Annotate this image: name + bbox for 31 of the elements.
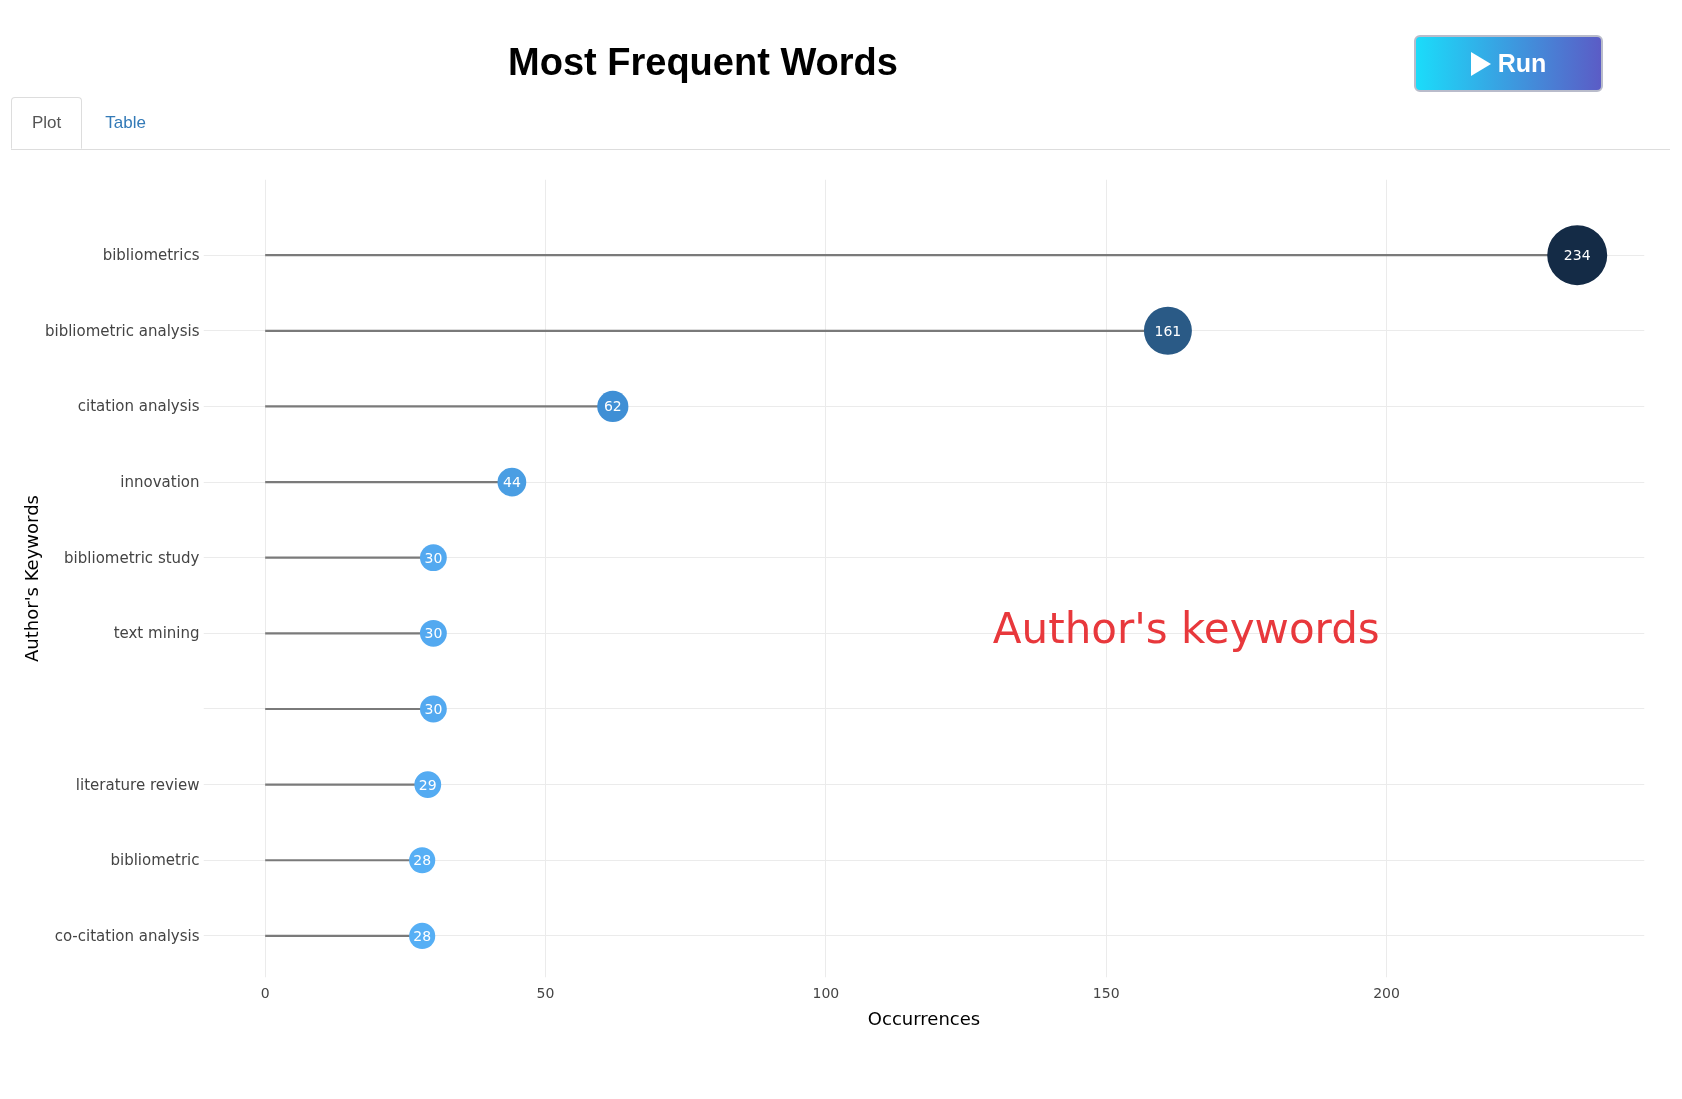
x-tick-label: 150 <box>1092 984 1120 1001</box>
x-axis-title: Occurrences <box>867 1007 981 1029</box>
data-label: 29 <box>418 776 437 793</box>
y-tick-label: bibliometric study <box>64 548 200 567</box>
y-tick-label: bibliometric analysis <box>44 321 200 340</box>
y-tick-label: literature review <box>75 775 200 794</box>
data-label: 161 <box>1154 322 1182 339</box>
x-tick-label: 200 <box>1373 984 1400 1001</box>
button: Run <box>1414 35 1603 92</box>
x-tick-label: 100 <box>812 984 840 1001</box>
y-tick-label: text mining <box>113 624 200 643</box>
data-label: 28 <box>413 927 432 944</box>
y-axis-title: Author's Keywords <box>20 495 42 662</box>
data-label: 30 <box>424 700 443 717</box>
annotation: Author's keywords <box>992 604 1380 654</box>
tab-selected: Plot <box>11 97 83 149</box>
y-tick-label: citation analysis <box>77 397 200 416</box>
x-tick-label: 50 <box>536 984 555 1001</box>
y-tick-label: bibliometric <box>110 851 200 870</box>
y-tick-label: innovation <box>120 473 200 492</box>
data-label: 44 <box>502 474 521 491</box>
data-label: 62 <box>603 398 622 415</box>
chart-title: Most Frequent Words <box>507 40 899 85</box>
x-tick-label: 0 <box>260 984 270 1001</box>
tab-label: Table <box>104 112 147 134</box>
data-label: 30 <box>424 549 443 566</box>
data-label: 234 <box>1563 247 1591 264</box>
data-label: 30 <box>424 625 443 642</box>
y-tick-label: co-citation analysis <box>54 926 200 945</box>
y-tick-label: bibliometrics <box>102 246 200 265</box>
data-label: 28 <box>413 852 432 869</box>
